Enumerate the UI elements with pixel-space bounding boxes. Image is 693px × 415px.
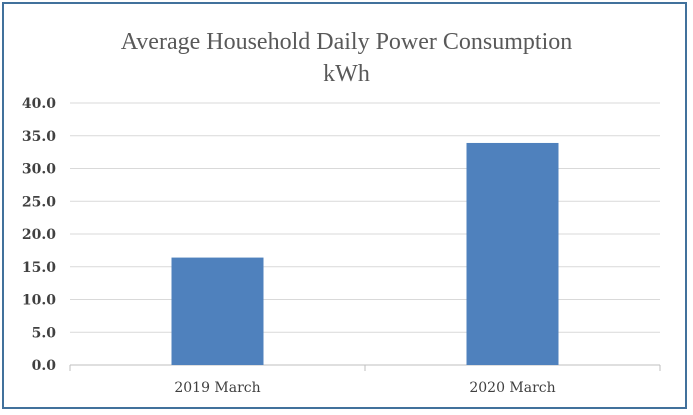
y-tick-label: 5.0 bbox=[32, 325, 57, 341]
y-tick-label: 10.0 bbox=[22, 293, 56, 309]
x-category-label: 2020 March bbox=[469, 380, 555, 396]
chart-frame bbox=[2, 2, 687, 409]
y-tick-label: 40.0 bbox=[22, 96, 56, 112]
chart-title-line1: Average Household Daily Power Consumptio… bbox=[120, 29, 573, 55]
y-tick-label: 0.0 bbox=[32, 358, 57, 374]
x-category-label: 2019 March bbox=[174, 380, 260, 396]
y-tick-label: 35.0 bbox=[22, 129, 56, 145]
y-tick-label: 25.0 bbox=[22, 194, 56, 210]
chart-title-line2: kWh bbox=[323, 61, 370, 87]
bar bbox=[171, 257, 264, 365]
bar bbox=[466, 142, 559, 365]
y-tick-label: 20.0 bbox=[22, 227, 56, 243]
y-tick-label: 15.0 bbox=[22, 260, 56, 276]
y-tick-label: 30.0 bbox=[22, 162, 56, 178]
